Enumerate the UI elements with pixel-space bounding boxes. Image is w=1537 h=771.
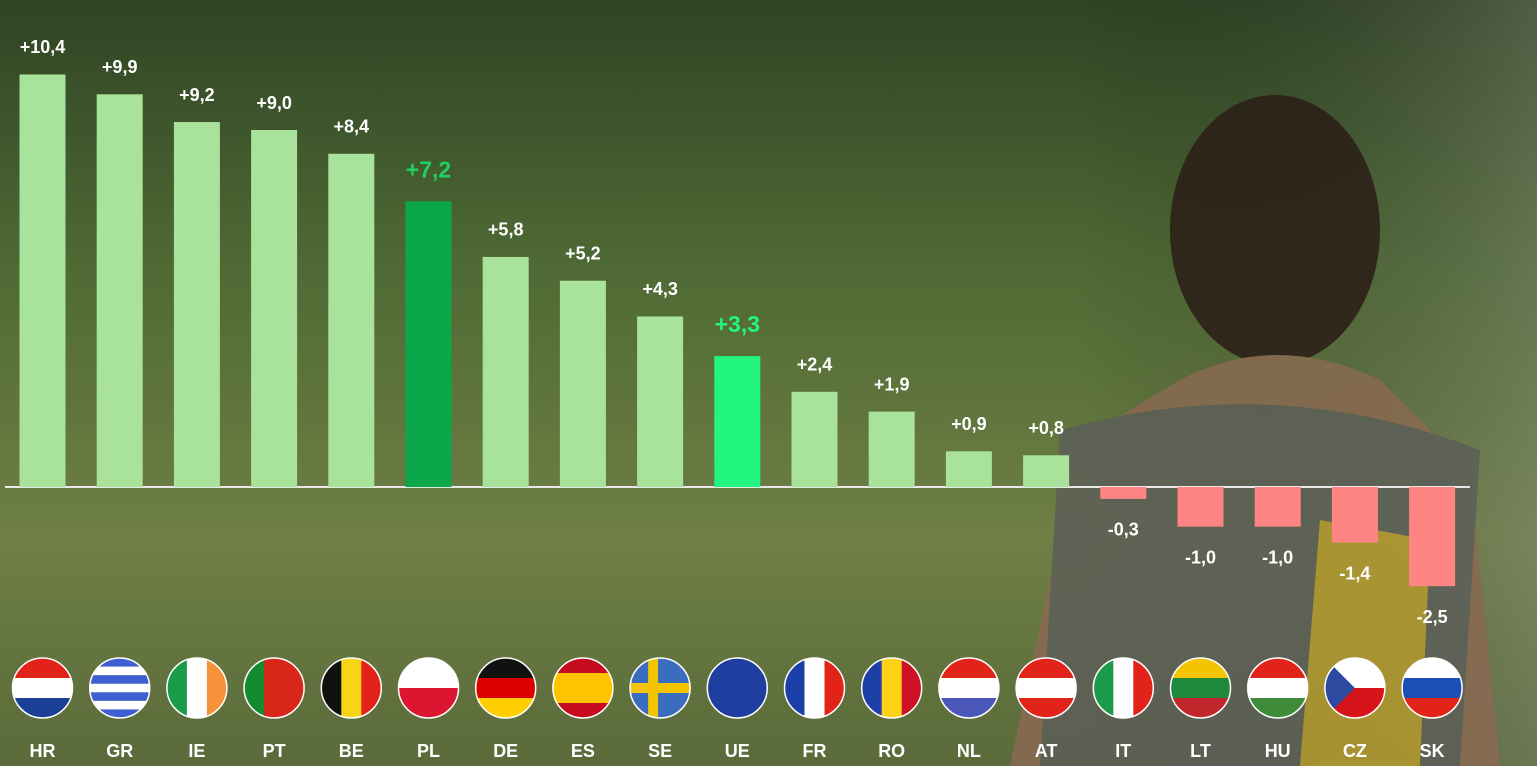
flag-stripe <box>1171 678 1231 699</box>
flag-stripe <box>90 667 150 676</box>
value-label: +10,4 <box>20 37 66 57</box>
x-tick-label: BE <box>339 741 364 761</box>
bar <box>946 451 992 487</box>
x-tick-label: SE <box>648 741 672 761</box>
flag-stripe <box>553 688 613 704</box>
flag-stripe <box>1248 678 1308 699</box>
value-label: +5,8 <box>488 220 524 240</box>
bar <box>714 356 760 487</box>
bar <box>1100 487 1146 499</box>
flag-stripe <box>341 658 362 718</box>
bar <box>637 316 683 487</box>
bar <box>560 281 606 487</box>
flag-stripe <box>187 658 208 718</box>
flag-stripe <box>476 678 536 699</box>
flag-stripe <box>1402 678 1462 699</box>
value-label: -1,4 <box>1339 563 1370 583</box>
x-tick-label: LT <box>1190 741 1211 761</box>
bar <box>97 94 143 487</box>
x-tick-label: NL <box>957 741 981 761</box>
bar <box>251 130 297 487</box>
bar <box>20 74 66 487</box>
x-tick-label: HR <box>30 741 56 761</box>
value-label: +7,2 <box>406 156 451 182</box>
value-label: +0,9 <box>951 414 987 434</box>
flag-stripe <box>882 658 903 718</box>
bar <box>1409 487 1455 586</box>
value-label: +8,4 <box>334 117 370 137</box>
value-label: +4,3 <box>642 279 678 299</box>
flag-stripe <box>805 658 826 718</box>
x-tick-label: ES <box>571 741 595 761</box>
bar <box>869 412 915 487</box>
x-tick-label: HU <box>1265 741 1291 761</box>
value-label: -1,0 <box>1262 547 1293 567</box>
bar <box>1332 487 1378 543</box>
x-tick-label: IT <box>1115 741 1131 761</box>
flag-stripe <box>90 675 150 684</box>
bar <box>1178 487 1224 527</box>
x-tick-label: DE <box>493 741 518 761</box>
x-tick-label: AT <box>1035 741 1058 761</box>
bar <box>1255 487 1301 527</box>
flag-stripe <box>90 684 150 693</box>
flag-cross <box>630 683 690 693</box>
bar <box>792 392 838 487</box>
x-tick-label: RO <box>878 741 905 761</box>
flag-stripe <box>264 658 285 718</box>
value-label: +2,4 <box>797 355 833 375</box>
flag-stripe <box>90 692 150 701</box>
x-tick-label: IE <box>188 741 205 761</box>
flag-stripe <box>553 673 613 689</box>
bar <box>174 122 220 487</box>
flag-stripe <box>13 678 73 699</box>
x-tick-label: CZ <box>1343 741 1367 761</box>
value-label: -2,5 <box>1417 607 1448 627</box>
flag-stripe <box>1016 678 1076 699</box>
flag-stripe <box>939 678 999 699</box>
flag-stripe <box>1113 658 1134 718</box>
bar <box>406 201 452 487</box>
value-label: +9,2 <box>179 85 215 105</box>
bar <box>483 257 529 487</box>
x-tick-label: FR <box>803 741 827 761</box>
x-tick-label: UE <box>725 741 750 761</box>
value-label: -0,3 <box>1108 520 1139 540</box>
value-label: +5,2 <box>565 243 601 263</box>
flag-cross <box>648 658 658 718</box>
x-tick-label: PL <box>417 741 440 761</box>
bar <box>328 154 374 487</box>
value-label: +0,8 <box>1028 418 1064 438</box>
chart: +10,4 HR +9,9 GR +9,2 IE +9,0 PT +8,4 BE +7,2 PL +5,… <box>0 0 1537 766</box>
value-label: -1,0 <box>1185 547 1216 567</box>
bar <box>1023 455 1069 487</box>
value-label: +9,0 <box>256 93 292 113</box>
x-tick-label: GR <box>106 741 133 761</box>
page: +10,4 HR +9,9 GR +9,2 IE +9,0 PT +8,4 BE +7,2 PL +5,… <box>0 0 1537 766</box>
value-label: +3,3 <box>715 311 760 337</box>
x-tick-label: SK <box>1420 741 1445 761</box>
x-tick-label: PT <box>263 741 286 761</box>
value-label: +1,9 <box>874 374 910 394</box>
value-label: +9,9 <box>102 57 138 77</box>
